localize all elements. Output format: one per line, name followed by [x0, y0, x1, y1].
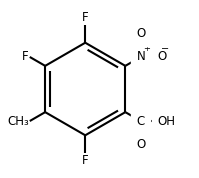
Text: CH₃: CH₃ [7, 114, 29, 128]
Text: N: N [136, 50, 145, 64]
Text: F: F [22, 50, 29, 64]
Text: +: + [143, 43, 150, 53]
Text: F: F [82, 11, 89, 24]
Text: O: O [158, 50, 167, 64]
Text: C: C [137, 114, 145, 128]
Text: −: − [161, 44, 169, 54]
Text: OH: OH [158, 114, 176, 128]
Text: O: O [136, 138, 145, 151]
Text: O: O [136, 27, 145, 40]
Text: F: F [82, 154, 89, 167]
